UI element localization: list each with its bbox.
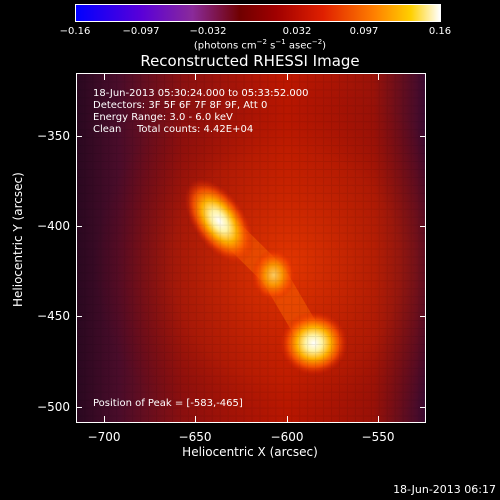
y-tick-mark [420, 226, 426, 227]
peak-position: Position of Peak = [-583,-465] [93, 398, 243, 409]
timestamp: 18-Jun-2013 06:17 [393, 483, 496, 496]
colorbar-tick-label: −0.16 [59, 26, 91, 37]
x-tick-mark [378, 416, 379, 422]
x-tick-mark [104, 416, 105, 422]
x-axis-label: Heliocentric X (arcsec) [182, 445, 318, 459]
colorbar-tick-label: −0.097 [122, 26, 160, 37]
x-tick-mark [287, 416, 288, 422]
y-tick-label: −400 [37, 219, 70, 233]
y-tick-mark [420, 316, 426, 317]
y-tick-mark [420, 407, 426, 408]
y-tick-label: −350 [37, 129, 70, 143]
total-counts: Total counts: 4.42E+04 [137, 124, 254, 135]
y-tick-mark [76, 407, 82, 408]
rhessi-image [77, 74, 425, 422]
x-tick-label: −700 [87, 430, 121, 444]
colorbar-tick-label: 0.097 [349, 26, 379, 37]
x-tick-label: −550 [361, 430, 395, 444]
plot-title: Reconstructed RHESSI Image [140, 52, 360, 70]
colorbar [75, 4, 441, 22]
y-tick-label: −500 [37, 400, 70, 414]
y-tick-mark [76, 226, 82, 227]
x-tick-mark [378, 74, 379, 80]
y-tick-mark [76, 136, 82, 137]
image-frame: 18-Jun-2013 05:30:24.000 to 05:33:52.000… [76, 73, 426, 423]
y-tick-label: −450 [37, 309, 70, 323]
x-tick-label: −600 [270, 430, 304, 444]
y-tick-mark [76, 316, 82, 317]
y-axis-label: Heliocentric Y (arcsec) [11, 172, 25, 307]
x-tick-label: −650 [178, 430, 212, 444]
clean-label: Clean [93, 124, 122, 135]
x-tick-mark [195, 416, 196, 422]
colorbar-tick-label: 0.16 [428, 26, 452, 37]
colorbar-units: (photons cm−2 s−1 asec−2) [193, 38, 327, 52]
energy-range: Energy Range: 3.0 - 6.0 keV [93, 112, 233, 123]
x-tick-mark [104, 74, 105, 80]
x-tick-mark [195, 74, 196, 80]
y-tick-mark [420, 136, 426, 137]
time-range: 18-Jun-2013 05:30:24.000 to 05:33:52.000 [93, 88, 309, 99]
colorbar-tick-label: −0.032 [189, 26, 227, 37]
colorbar-tick-label: 0.032 [282, 26, 312, 37]
x-tick-mark [287, 74, 288, 80]
detectors: Detectors: 3F 5F 6F 7F 8F 9F, Att 0 [93, 100, 268, 111]
